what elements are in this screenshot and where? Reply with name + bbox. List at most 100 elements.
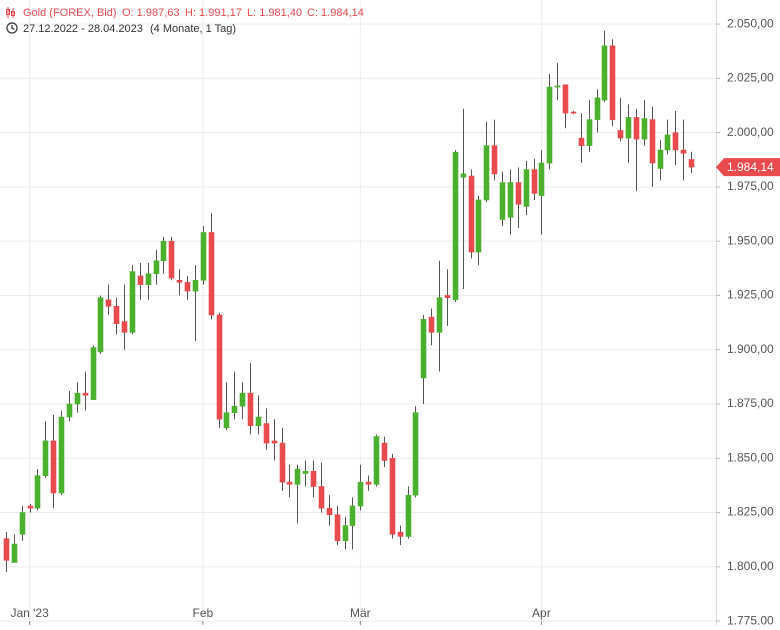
candle-body: [310, 471, 317, 487]
candle-body: [192, 279, 199, 292]
candle-body: [452, 151, 459, 301]
candle-body: [570, 111, 577, 114]
candles: [3, 30, 695, 573]
candle-body: [444, 295, 451, 298]
candle-body: [279, 442, 286, 483]
candle-body: [357, 481, 364, 507]
candle-body: [436, 297, 443, 333]
header-high: H: 1.991,17: [185, 7, 242, 19]
candle-body: [625, 117, 632, 139]
candle-body: [531, 169, 538, 194]
candle-body: [82, 392, 89, 396]
candle-body: [664, 134, 671, 151]
candle-body: [231, 405, 238, 413]
candle-body: [554, 85, 561, 88]
grid: [0, 0, 716, 625]
candle-body: [263, 423, 270, 444]
y-tick-label: 1.975,00: [727, 179, 774, 193]
candle-body: [609, 45, 616, 120]
last-price-label: 1.984,14: [727, 160, 774, 174]
y-tick-label: 1.925,00: [727, 288, 774, 302]
x-tick-label: Mär: [350, 606, 371, 620]
candle-body: [153, 260, 160, 275]
candle-body: [66, 403, 73, 418]
candle-body: [239, 392, 246, 407]
candle-body: [672, 132, 679, 151]
y-tick-label: 1.875,00: [727, 396, 774, 410]
candle-body: [349, 505, 356, 526]
candle-body: [428, 316, 435, 333]
candle-body: [475, 199, 482, 253]
y-tick-label: 1.775,00: [727, 613, 774, 625]
clock-icon: [6, 22, 18, 34]
header-close: C: 1.984,14: [307, 7, 364, 19]
candle-body: [491, 145, 498, 175]
candle-body: [405, 494, 412, 537]
candle-body: [594, 97, 601, 120]
header-open: O: 1.987,63: [122, 7, 180, 19]
candle-body: [515, 182, 522, 205]
candle-body: [499, 182, 506, 220]
candle-body: [3, 538, 10, 561]
candle-body: [113, 306, 120, 324]
candle-body: [342, 525, 349, 542]
candle-body: [176, 279, 183, 283]
candle-body: [507, 182, 514, 218]
candle-body: [389, 457, 396, 535]
candle-body: [586, 119, 593, 146]
y-tick-label: 1.850,00: [727, 450, 774, 464]
candle-body: [286, 481, 293, 485]
candle-body: [318, 486, 325, 509]
candle-body: [326, 507, 333, 516]
candle-body: [412, 412, 419, 496]
y-tick-label: 2.025,00: [727, 71, 774, 85]
candle-body: [168, 240, 175, 279]
candle-body: [688, 159, 695, 168]
candle-body: [373, 436, 380, 485]
candle-body: [247, 392, 254, 427]
date-range: 27.12.2022 - 28.04.2023: [23, 23, 143, 35]
candle-body: [200, 232, 207, 281]
candle-body: [121, 321, 128, 333]
candle-body: [468, 175, 475, 253]
candle-body: [255, 416, 262, 427]
candle-body: [294, 468, 301, 485]
candle-body: [74, 392, 81, 405]
candle-body: [129, 271, 136, 333]
x-tick-label: Apr: [532, 606, 551, 620]
candle-body: [137, 275, 144, 285]
candle-body: [460, 173, 467, 178]
candle-body: [633, 117, 640, 140]
candle-body: [649, 119, 656, 164]
candle-body: [302, 471, 309, 474]
header-low: L: 1.981,40: [247, 7, 302, 19]
candle-body: [562, 84, 569, 114]
candle-body: [216, 314, 223, 420]
candle-body: [397, 531, 404, 537]
y-tick-label: 1.950,00: [727, 233, 774, 247]
candle-body: [334, 514, 341, 542]
candle-body: [483, 145, 490, 201]
x-tick-label: Jan '23: [10, 606, 49, 620]
candle-body: [546, 86, 553, 164]
candle-body: [271, 440, 278, 444]
candle-body: [34, 475, 41, 509]
candle-body: [680, 149, 687, 154]
candle-body: [160, 240, 167, 262]
y-tick-label: 1.800,00: [727, 559, 774, 573]
y-tick-label: 2.000,00: [727, 125, 774, 139]
candle-body: [19, 512, 26, 535]
x-tick-label: Feb: [192, 606, 213, 620]
y-tick-label: 1.900,00: [727, 342, 774, 356]
candle-body: [11, 543, 18, 563]
candle-body: [578, 137, 585, 146]
y-tick-label: 2.050,00: [727, 16, 774, 30]
candle-body: [641, 118, 648, 140]
candle-body: [145, 273, 152, 285]
candle-body: [50, 440, 57, 494]
chart-title: Gold (FOREX, Bid): [23, 7, 117, 19]
candle-icon: [6, 7, 15, 18]
candle-body: [184, 282, 191, 292]
period: (4 Monate, 1 Tag): [150, 23, 236, 35]
